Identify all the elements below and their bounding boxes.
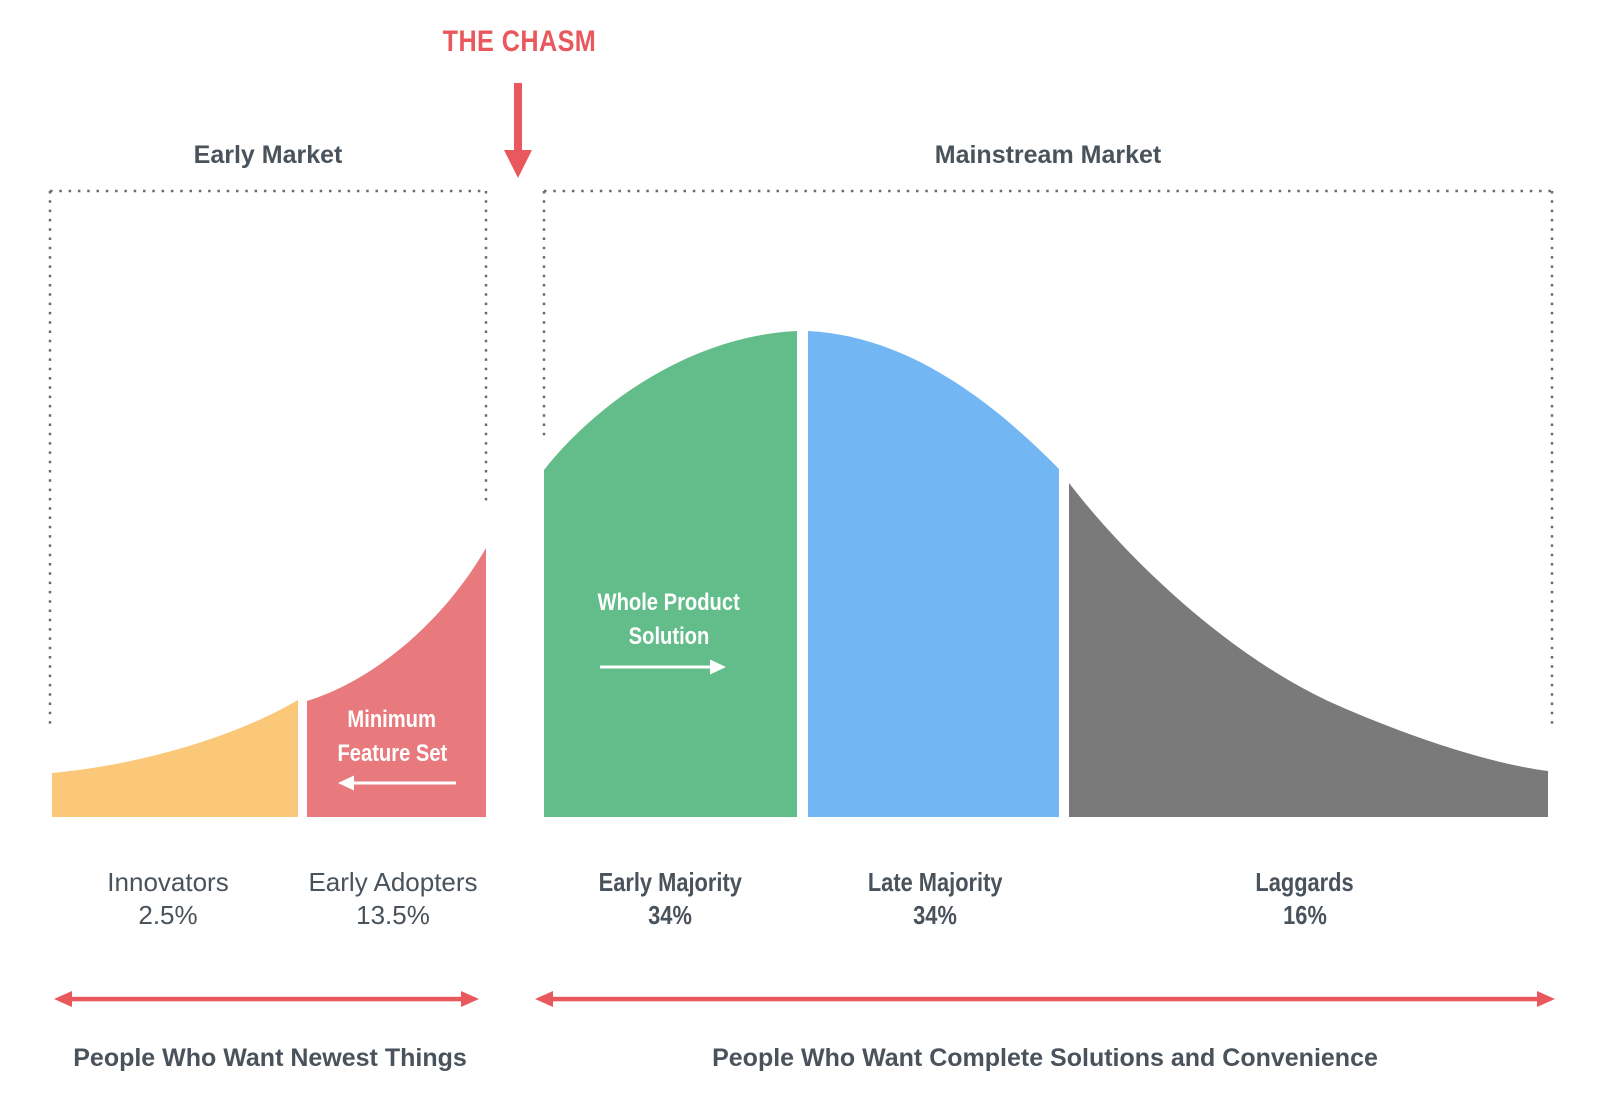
late-majority-name: Late Majority bbox=[867, 867, 1003, 897]
minimum-feature-arrow bbox=[338, 775, 456, 791]
mainstream-market-header: Mainstream Market bbox=[934, 141, 1162, 169]
chasm-arrow bbox=[504, 83, 532, 178]
laggards-name: Laggards bbox=[1255, 867, 1355, 897]
late-majority-pct: 34% bbox=[913, 900, 957, 930]
footer-early-market: People Who Want Newest Things bbox=[73, 1044, 467, 1072]
early-majority-name: Early Majority bbox=[598, 867, 742, 897]
whole-product-arrow bbox=[600, 659, 726, 675]
innovators-name: Innovators bbox=[107, 867, 229, 897]
chasm-title: THE CHASM bbox=[369, 25, 669, 59]
laggards-pct: 16% bbox=[1283, 900, 1327, 930]
early-majority-area bbox=[544, 331, 797, 817]
minimum-feature-line1: Minimum bbox=[347, 706, 437, 733]
mainstream-range-arrow bbox=[535, 991, 1555, 1007]
minimum-feature-line2: Feature Set bbox=[337, 740, 447, 767]
innovators-area bbox=[52, 700, 298, 817]
footer-mainstream: People Who Want Complete Solutions and C… bbox=[712, 1044, 1378, 1072]
late-majority-area bbox=[808, 331, 1059, 817]
late-majority-label: Late Majority 34% bbox=[810, 866, 1060, 932]
laggards-label: Laggards 16% bbox=[1180, 866, 1430, 932]
whole-product-line1: Whole Product bbox=[597, 589, 741, 616]
chasm-title-text: THE CHASM bbox=[442, 25, 596, 58]
early-adopters-pct: 13.5% bbox=[356, 900, 430, 930]
early-adopters-name: Early Adopters bbox=[308, 867, 478, 897]
early-adopters-label: Early Adopters 13.5% bbox=[268, 866, 518, 932]
whole-product-solution-note: Whole Product Solution bbox=[544, 586, 794, 654]
early-market-header: Early Market bbox=[193, 141, 343, 169]
innovators-pct: 2.5% bbox=[138, 900, 198, 930]
early-market-range-arrow bbox=[54, 991, 479, 1007]
early-majority-label: Early Majority 34% bbox=[547, 866, 793, 932]
innovators-label: Innovators 2.5% bbox=[68, 866, 268, 932]
whole-product-line2: Solution bbox=[628, 623, 710, 650]
laggards-area bbox=[1069, 483, 1548, 817]
early-adopters-area bbox=[307, 548, 486, 817]
minimum-feature-set-note: Minimum Feature Set bbox=[292, 703, 492, 771]
early-majority-pct: 34% bbox=[648, 900, 692, 930]
